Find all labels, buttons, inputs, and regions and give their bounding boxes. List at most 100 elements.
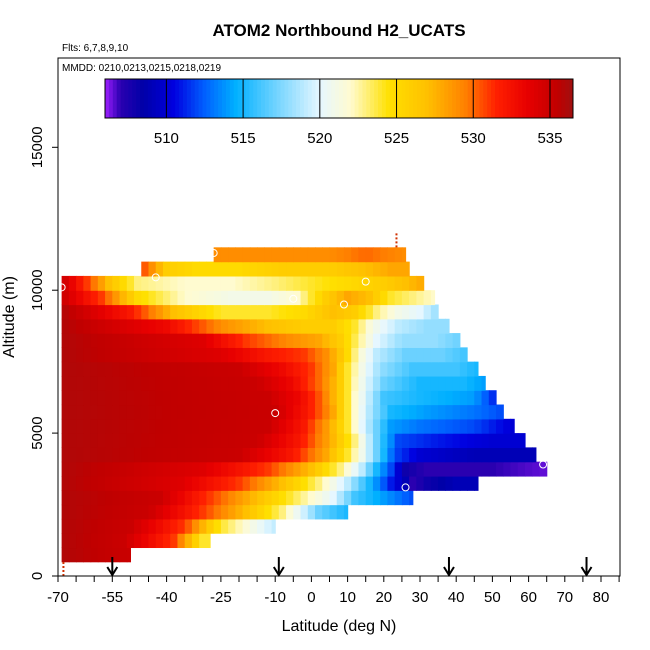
heatmap-cell [336, 361, 345, 377]
colorbar-cell [385, 79, 391, 118]
heatmap-cell [199, 275, 208, 291]
heatmap-cell [459, 433, 468, 448]
heatmap-cell [141, 490, 150, 506]
arrow-head [580, 566, 593, 577]
heatmap-cell [90, 290, 99, 306]
heatmap-cell [105, 533, 113, 549]
heatmap-cell [343, 390, 352, 406]
sample-point [339, 300, 348, 309]
heatmap-cell [524, 461, 533, 477]
heatmap-cell [358, 304, 367, 320]
heatmap-cell [401, 318, 410, 334]
heatmap-cell [329, 504, 338, 520]
heatmap-cell [315, 247, 323, 263]
heatmap-cell [76, 518, 84, 534]
heatmap-cell [257, 404, 265, 420]
heatmap-cell [423, 347, 432, 363]
heatmap-cell [119, 475, 128, 491]
heatmap-cell [90, 361, 99, 377]
heatmap-cell [293, 475, 302, 491]
heatmap-cell [351, 261, 360, 277]
heatmap-cell [510, 433, 519, 448]
heatmap-cell [329, 461, 338, 477]
colorbar-cell [467, 79, 473, 118]
x-tick-label: 80 [593, 589, 610, 606]
heatmap-cell [191, 333, 200, 348]
heatmap-cell [329, 318, 338, 334]
heatmap-cell [416, 447, 425, 463]
heatmap-cell [97, 518, 106, 534]
heatmap-cell [257, 518, 265, 534]
colorbar-cell [549, 79, 554, 118]
heatmap-cell [300, 290, 309, 306]
heatmap-cell [351, 304, 360, 320]
heatmap-cell [112, 518, 121, 534]
heatmap-cell [155, 361, 164, 377]
heatmap-cell [394, 475, 403, 491]
heatmap-cell [416, 475, 425, 491]
heatmap-cell [329, 433, 338, 448]
colorbar-cell [140, 79, 145, 118]
heatmap-cell [452, 333, 461, 348]
heatmap-cell [264, 290, 273, 306]
heatmap-cell [213, 347, 222, 363]
heatmap-cell [257, 304, 265, 320]
heatmap-cell [481, 433, 490, 448]
altitude-band-13 [61, 361, 479, 377]
heatmap-cell [401, 490, 410, 506]
heatmap-cell [61, 390, 70, 406]
heatmap-cell [199, 461, 208, 477]
heatmap-cell [184, 261, 193, 277]
heatmap-cell [430, 304, 439, 320]
heatmap-cell [184, 404, 193, 420]
heatmap-cell [76, 275, 84, 291]
heatmap-cell [242, 475, 251, 491]
colorbar-cell [144, 79, 149, 118]
heatmap-cell [213, 461, 222, 477]
heatmap-cell [213, 518, 222, 534]
heatmap-cell [220, 447, 229, 463]
heatmap-cell [68, 504, 77, 520]
heatmap-cell [97, 290, 106, 306]
heatmap-cell [474, 390, 483, 406]
heatmap-cell [155, 418, 164, 434]
heatmap-cell [322, 333, 331, 348]
heatmap-cell [257, 275, 265, 291]
heatmap-cell [199, 518, 208, 534]
heatmap-cell [409, 304, 417, 320]
colorbar-cell [128, 79, 133, 118]
heatmap-cell [97, 547, 106, 563]
heatmap-cell [184, 475, 193, 491]
heatmap-cell [170, 333, 179, 348]
heatmap-cell [126, 333, 135, 348]
heatmap-cell [126, 447, 135, 463]
heatmap-cell [372, 247, 381, 263]
heatmap-cell [445, 404, 454, 420]
colorbar-cell [350, 79, 356, 118]
heatmap-cell [257, 375, 265, 391]
heatmap-cell [293, 390, 302, 406]
colorbar-cell [108, 79, 114, 118]
heatmap-cell [286, 418, 294, 434]
heatmap-cell [220, 490, 229, 506]
heatmap-cell [452, 418, 461, 434]
heatmap-cell [83, 447, 92, 463]
heatmap-cell [83, 461, 92, 477]
heatmap-cell [438, 447, 446, 463]
heatmap-cell [134, 390, 142, 406]
heatmap-cell [343, 433, 352, 448]
heatmap-cell [105, 347, 113, 363]
altitude-band-5 [61, 475, 479, 491]
heatmap-cell [228, 247, 236, 263]
heatmap-cell [271, 290, 280, 306]
heatmap-cell [90, 490, 99, 506]
heatmap-cell [300, 404, 309, 420]
heatmap-cell [76, 347, 84, 363]
heatmap-cell [119, 518, 128, 534]
heatmap-cell [249, 433, 258, 448]
heatmap-cell [474, 461, 483, 477]
heatmap-cell [220, 418, 229, 434]
colorbar-cell [245, 79, 250, 118]
heatmap-cell [336, 261, 345, 277]
heatmap-cell [430, 475, 439, 491]
